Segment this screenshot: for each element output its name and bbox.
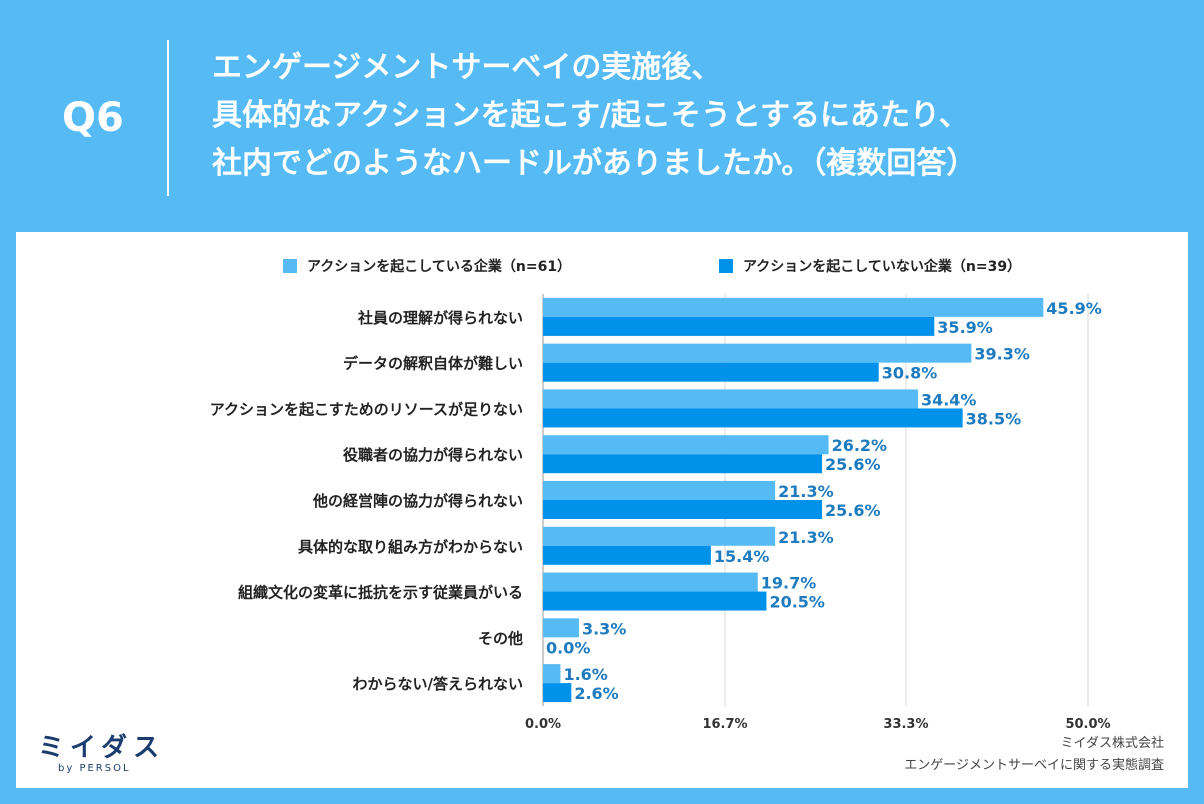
value-label-acting: 45.9% xyxy=(1046,299,1102,318)
bar-acting xyxy=(543,664,561,684)
category-label: その他 xyxy=(478,629,523,647)
value-label-not-acting: 0.0% xyxy=(546,638,590,657)
bar-not-acting xyxy=(543,500,823,519)
bar-acting xyxy=(543,481,776,500)
value-label-acting: 21.3% xyxy=(778,528,834,547)
legend-swatch-not-acting xyxy=(719,259,733,273)
x-tick-label: 50.0% xyxy=(1065,717,1110,732)
bar-not-acting xyxy=(543,454,823,474)
bar-acting xyxy=(543,435,829,455)
x-tick-label: 16.7% xyxy=(702,717,747,732)
title-line-1: エンゲージメントサーベイの実施後、 xyxy=(212,50,722,85)
bar-not-acting xyxy=(543,683,572,703)
bar-not-acting xyxy=(543,362,879,382)
bar-acting xyxy=(543,618,579,638)
bar-not-acting xyxy=(543,591,767,611)
category-label: 具体的な取り組み方がわからない xyxy=(298,538,523,556)
category-label: 組織文化の変革に抵抗を示す従業員がいる xyxy=(238,584,523,602)
bar-acting xyxy=(543,572,758,592)
miidas-logo: ミイダス by PERSOL xyxy=(38,734,165,776)
value-label-acting: 1.6% xyxy=(563,665,607,684)
value-label-not-acting: 38.5% xyxy=(966,409,1022,428)
company-credit: ミイダス株式会社 xyxy=(1060,736,1164,751)
value-label-not-acting: 2.6% xyxy=(574,684,618,703)
value-label-not-acting: 35.9% xyxy=(937,318,993,337)
logo-text: ミイダス xyxy=(38,733,165,763)
category-label: 他の経営陣の協力が得られない xyxy=(312,492,523,510)
value-label-acting: 34.4% xyxy=(921,390,977,409)
bar-acting xyxy=(543,526,776,546)
value-label-acting: 39.3% xyxy=(974,345,1030,364)
bar-not-acting xyxy=(543,545,711,565)
bar-not-acting xyxy=(543,408,963,428)
value-label-not-acting: 15.4% xyxy=(714,547,770,566)
value-label-not-acting: 20.5% xyxy=(769,593,825,612)
bar-acting xyxy=(543,343,972,363)
value-label-acting: 3.3% xyxy=(582,619,626,638)
x-tick-label: 0.0% xyxy=(525,717,561,732)
legend-label-acting: アクションを起こしている企業（n=61） xyxy=(307,258,571,275)
value-label-not-acting: 25.6% xyxy=(825,455,881,474)
value-label-not-acting: 25.6% xyxy=(825,501,881,520)
value-label-acting: 21.3% xyxy=(778,482,834,501)
header-divider xyxy=(167,40,169,196)
bar-acting xyxy=(543,297,1044,317)
category-label: わからない/答えられない xyxy=(353,675,523,693)
value-label-acting: 19.7% xyxy=(761,574,817,593)
title-line-2: 具体的なアクションを起こす/起こそうとするにあたり、 xyxy=(212,98,969,133)
category-label: 社員の理解が得られない xyxy=(357,309,523,327)
title-line-3: 社内でどのようなハードルがありましたか。（複数回答） xyxy=(212,146,977,181)
value-label-acting: 26.2% xyxy=(832,436,888,455)
category-label: データの解釈自体が難しい xyxy=(343,355,523,373)
legend-label-not-acting: アクションを起こしていない企業（n=39） xyxy=(743,258,1021,275)
x-tick-label: 33.3% xyxy=(883,717,928,732)
category-label: 役職者の協力が得られない xyxy=(343,446,523,464)
bar-acting xyxy=(543,389,918,409)
question-title: エンゲージメントサーベイの実施後、 具体的なアクションを起こす/起こそうとするに… xyxy=(212,44,1172,188)
bar-not-acting xyxy=(543,316,935,336)
logo-subtext: by PERSOL xyxy=(58,763,131,774)
value-label-not-acting: 30.8% xyxy=(882,364,938,383)
question-number: Q6 xyxy=(62,95,124,141)
category-label: アクションを起こすためのリソースが足りない xyxy=(210,400,523,418)
survey-credit: エンゲージメントサーベイに関する実態調査 xyxy=(904,758,1164,773)
legend-swatch-acting xyxy=(283,259,297,273)
